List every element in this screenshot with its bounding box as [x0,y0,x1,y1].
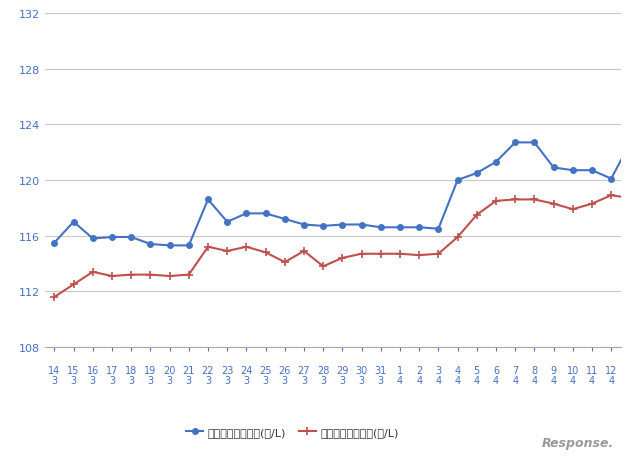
Text: 3: 3 [205,375,211,385]
Text: 3: 3 [186,375,192,385]
ハイオク実売価格(円/L) [607,193,615,199]
Text: 4: 4 [608,375,614,385]
ハイオク看板価格(円/L) [281,217,289,222]
ハイオク実売価格(円/L) [569,207,577,213]
ハイオク実売価格(円/L) [127,272,135,278]
ハイオク実売価格(円/L) [358,251,365,257]
ハイオク実売価格(円/L) [204,244,212,250]
ハイオク実売価格(円/L) [435,251,442,257]
Text: 3: 3 [224,375,230,385]
ハイオク看板価格(円/L) [339,222,346,228]
ハイオク実売価格(円/L) [108,274,116,279]
Text: 3: 3 [358,375,365,385]
Text: 3: 3 [301,375,307,385]
ハイオク実売価格(円/L) [473,213,481,218]
ハイオク看板価格(円/L) [377,225,385,231]
ハイオク看板価格(円/L) [415,225,423,231]
ハイオク看板価格(円/L) [70,219,77,225]
Text: 4: 4 [570,375,576,385]
Text: 4: 4 [589,375,595,385]
Text: 3: 3 [243,375,250,385]
ハイオク実売価格(円/L) [531,197,538,203]
ハイオク看板価格(円/L) [569,168,577,174]
Text: 3: 3 [339,375,346,385]
ハイオク看板価格(円/L) [531,140,538,146]
Text: 4: 4 [454,375,461,385]
Text: 3: 3 [128,375,134,385]
ハイオク看板価格(円/L) [627,140,634,146]
ハイオク実売価格(円/L) [281,260,289,265]
Text: 3: 3 [70,375,77,385]
Text: 3: 3 [378,375,384,385]
ハイオク看板価格(円/L) [511,140,519,146]
Text: 4: 4 [512,375,518,385]
Legend: ハイオク看板価格(円/L), ハイオク実売価格(円/L): ハイオク看板価格(円/L), ハイオク実売価格(円/L) [182,423,403,442]
ハイオク実売価格(円/L) [550,201,557,207]
Text: 3: 3 [262,375,269,385]
ハイオク看板価格(円/L) [319,224,327,229]
Text: 4: 4 [474,375,480,385]
ハイオク看板価格(円/L) [607,176,615,182]
ハイオク実売価格(円/L) [588,201,596,207]
Text: 3: 3 [90,375,96,385]
ハイオク看板価格(円/L) [89,236,97,242]
ハイオク実売価格(円/L) [319,264,327,269]
ハイオク実売価格(円/L) [185,272,193,278]
ハイオク実売価格(円/L) [415,253,423,258]
ハイオク看板価格(円/L) [473,171,481,176]
Text: 3: 3 [51,375,58,385]
ハイオク看板価格(円/L) [588,168,596,174]
ハイオク実売価格(円/L) [377,251,385,257]
Line: ハイオク看板価格(円/L): ハイオク看板価格(円/L) [52,140,633,249]
ハイオク実売価格(円/L) [243,244,250,250]
Text: 3: 3 [282,375,288,385]
ハイオク看板価格(円/L) [223,219,231,225]
Text: 3: 3 [166,375,173,385]
ハイオク実売価格(円/L) [262,250,269,256]
ハイオク実売価格(円/L) [70,282,77,288]
ハイオク看板価格(円/L) [51,240,58,246]
ハイオク看板価格(円/L) [550,165,557,171]
ハイオク実売価格(円/L) [339,256,346,261]
ハイオク看板価格(円/L) [185,243,193,249]
ハイオク看板価格(円/L) [492,160,500,165]
ハイオク実売価格(円/L) [89,269,97,275]
ハイオク看板価格(円/L) [108,235,116,240]
ハイオク看板価格(円/L) [358,222,365,228]
Text: 4: 4 [416,375,422,385]
Text: 4: 4 [397,375,403,385]
Text: 4: 4 [531,375,538,385]
Line: ハイオク実売価格(円/L): ハイオク実売価格(円/L) [50,192,635,301]
Text: 3: 3 [109,375,115,385]
ハイオク看板価格(円/L) [166,243,173,249]
ハイオク実売価格(円/L) [396,251,404,257]
ハイオク実売価格(円/L) [223,249,231,254]
Text: 4: 4 [493,375,499,385]
ハイオク看板価格(円/L) [300,222,308,228]
Text: 4: 4 [435,375,442,385]
Text: Response.: Response. [542,436,614,449]
ハイオク実売価格(円/L) [492,199,500,204]
ハイオク実売価格(円/L) [627,196,634,201]
ハイオク看板価格(円/L) [243,211,250,217]
ハイオク看板価格(円/L) [396,225,404,231]
ハイオク看板価格(円/L) [204,197,212,203]
Text: 3: 3 [320,375,326,385]
ハイオク実売価格(円/L) [454,235,461,240]
ハイオク実売価格(円/L) [300,249,308,254]
ハイオク実売価格(円/L) [147,272,154,278]
ハイオク看板価格(円/L) [262,211,269,217]
ハイオク実売価格(円/L) [511,197,519,203]
ハイオク看板価格(円/L) [127,235,135,240]
ハイオク看板価格(円/L) [147,242,154,247]
ハイオク実売価格(円/L) [51,294,58,300]
Text: 4: 4 [550,375,557,385]
ハイオク看板価格(円/L) [454,178,461,183]
ハイオク看板価格(円/L) [435,226,442,232]
ハイオク実売価格(円/L) [166,274,173,279]
Text: 3: 3 [147,375,154,385]
